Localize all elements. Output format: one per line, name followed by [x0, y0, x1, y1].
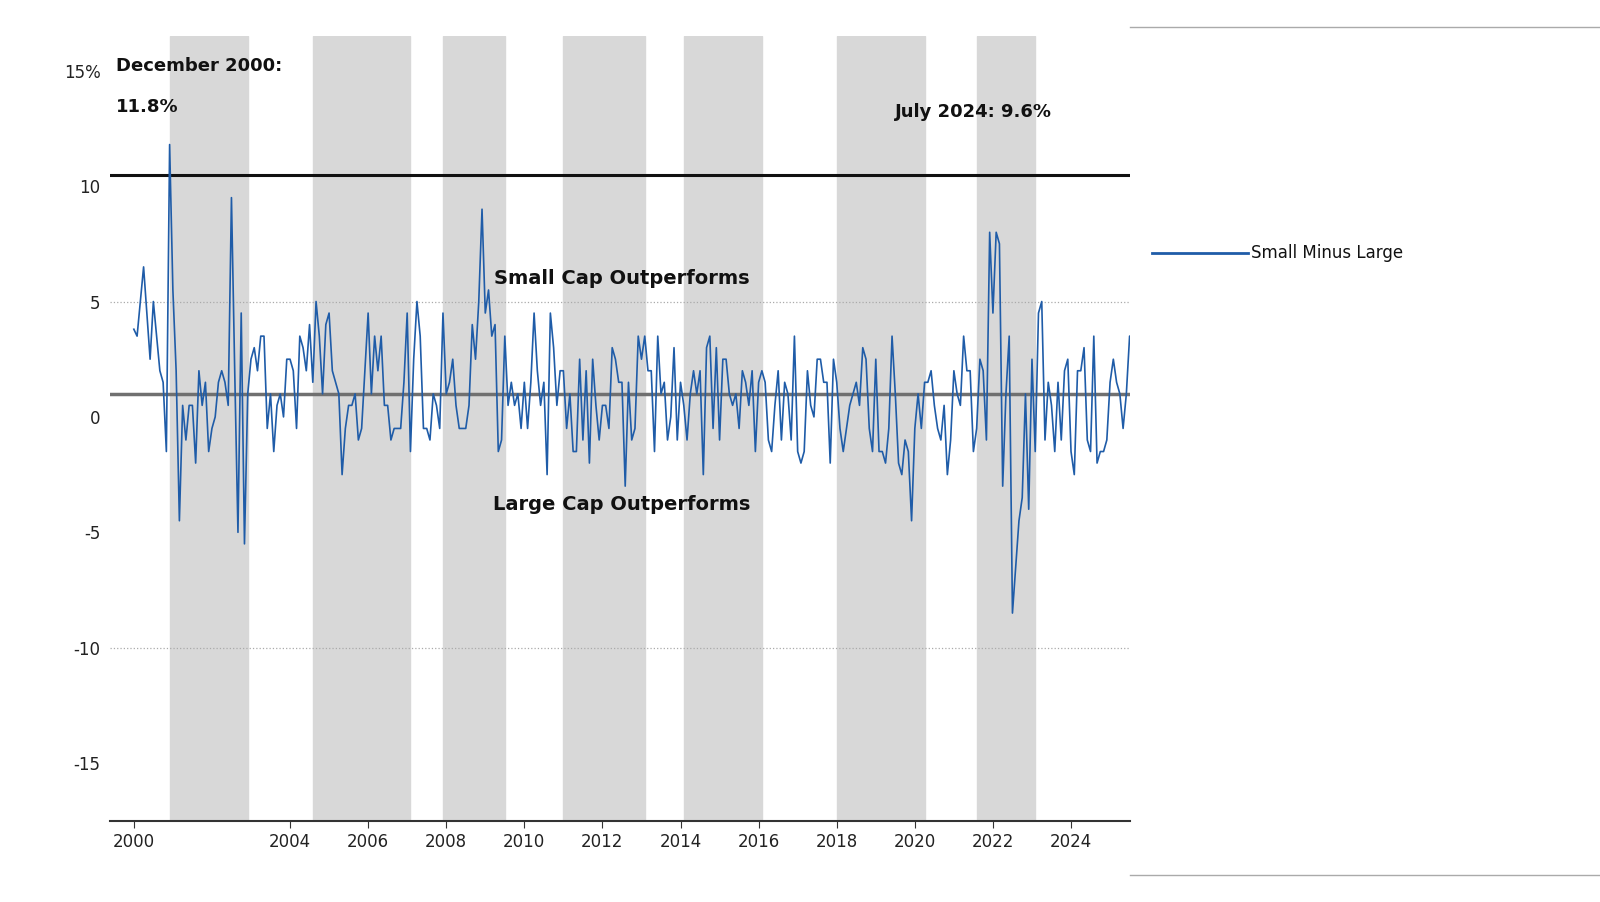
Text: Small Minus Large: Small Minus Large [1251, 244, 1403, 262]
Bar [314, 36, 411, 821]
Bar [170, 36, 248, 821]
Text: 11.8%: 11.8% [117, 98, 179, 116]
Text: Small Cap Outperforms: Small Cap Outperforms [494, 269, 750, 288]
Bar [443, 36, 506, 821]
Bar [976, 36, 1035, 821]
Text: July 2024: 9.6%: July 2024: 9.6% [896, 104, 1053, 122]
Bar [837, 36, 925, 821]
Bar [683, 36, 762, 821]
Text: December 2000:: December 2000: [117, 57, 283, 75]
Bar [563, 36, 645, 821]
Text: Large Cap Outperforms: Large Cap Outperforms [493, 495, 750, 514]
